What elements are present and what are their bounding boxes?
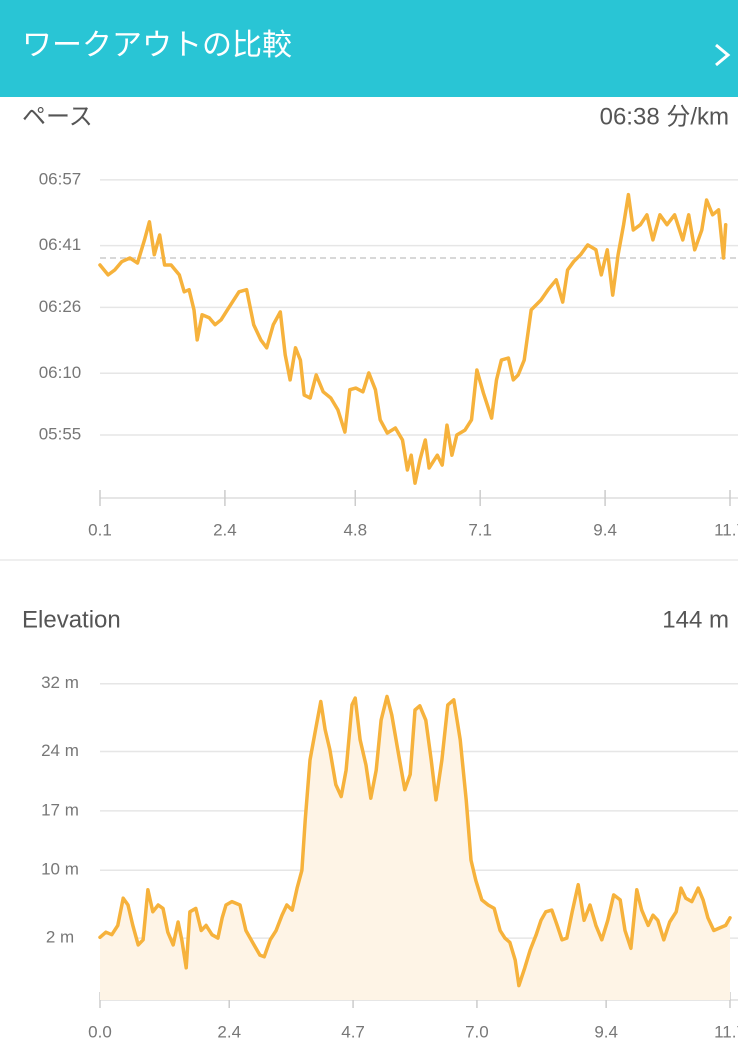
x-tick-label: 0.1 (88, 520, 112, 539)
y-tick-label: 24 m (41, 741, 79, 760)
x-tick-label: 9.4 (593, 520, 617, 539)
x-tick-label: 7.0 (465, 1022, 489, 1041)
x-tick-label: 9.4 (594, 1022, 618, 1041)
section-title: Elevation (22, 606, 121, 633)
y-tick-label: 06:41 (39, 235, 82, 254)
data-line (98, 694, 732, 988)
app-bar (0, 0, 738, 97)
data-line (98, 192, 728, 485)
next-chevron[interactable] (715, 43, 731, 67)
x-tick-label: 7.1 (468, 520, 492, 539)
x-tick-label: 11.7 (714, 1022, 738, 1041)
x-tick-label: 2.4 (217, 1022, 241, 1041)
y-tick-label: 17 m (41, 800, 79, 819)
app-bar-title: ワークアウトの比較 (22, 29, 292, 62)
y-tick-label: 05:55 (39, 425, 82, 444)
y-tick-label: 32 m (41, 673, 79, 692)
y-tick-label: 06:10 (39, 363, 82, 382)
section-summary: 144 m (662, 606, 729, 633)
y-tick-label: 06:26 (39, 297, 82, 316)
x-tick-label: 4.8 (343, 520, 367, 539)
section-title: ペース (22, 103, 93, 130)
x-tick-label: 4.7 (341, 1022, 365, 1041)
y-tick-label: 06:57 (39, 169, 82, 188)
y-tick-label: 10 m (41, 860, 79, 879)
x-tick-label: 11.7 (714, 520, 738, 539)
x-tick-label: 2.4 (213, 520, 237, 539)
section-summary: 06:38 分/km (600, 103, 729, 130)
y-tick-label: 2 m (46, 928, 74, 947)
x-tick-label: 0.0 (88, 1022, 112, 1041)
area-fill (100, 696, 730, 1000)
